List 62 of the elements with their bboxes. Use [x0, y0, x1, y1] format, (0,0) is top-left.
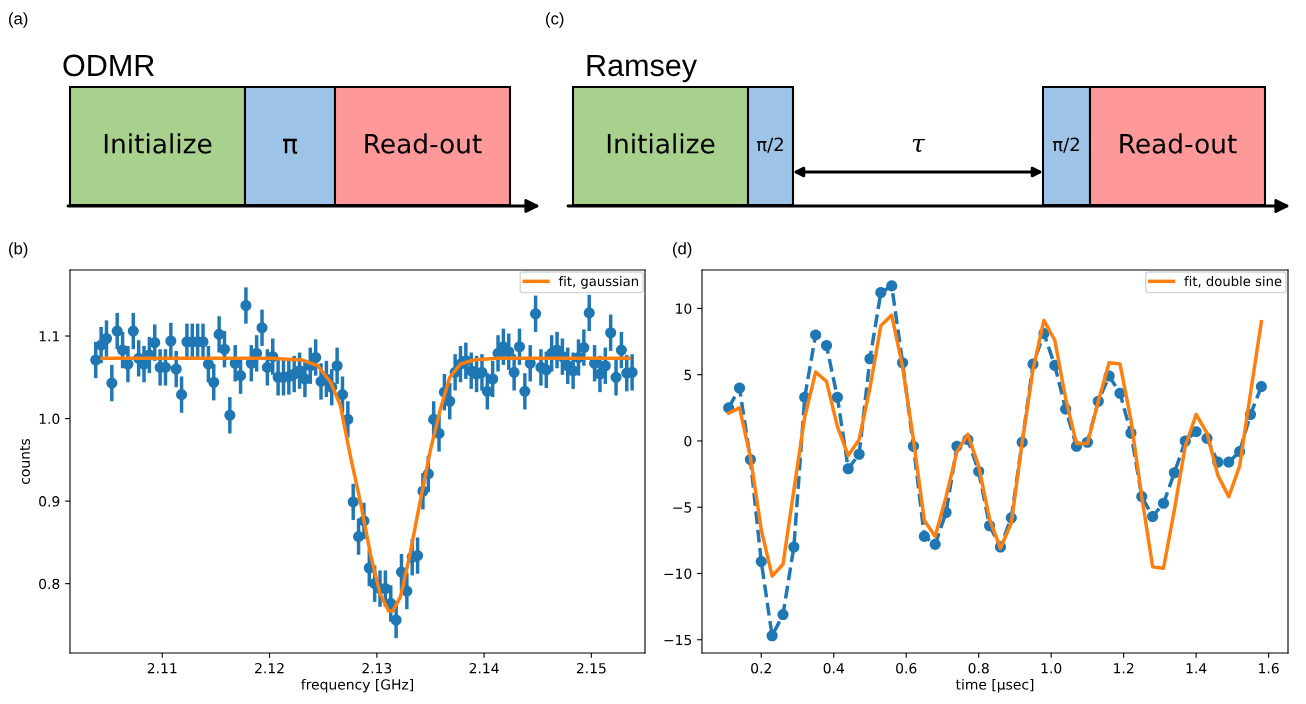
x-tick-label: 1.0	[1041, 662, 1062, 674]
x-tick-label: 0.8	[968, 662, 989, 674]
point	[820, 339, 833, 352]
y-tick-label: −10	[664, 568, 692, 579]
x-axis-title: time [µsec]	[955, 678, 1034, 693]
x-tick-label: 2.14	[469, 662, 499, 674]
point	[842, 463, 854, 475]
x-tick-label: 1.4	[1186, 663, 1207, 674]
x-tick-label: 2.12	[255, 662, 284, 674]
x-tick-label: 2.13	[362, 662, 392, 674]
y-tick-label: −15	[664, 634, 692, 646]
text: π	[283, 138, 298, 154]
point	[1168, 467, 1180, 479]
point	[853, 448, 865, 460]
point	[766, 630, 778, 642]
point	[918, 530, 930, 542]
legend-label: fit, gaussian	[558, 275, 638, 289]
point	[831, 391, 843, 403]
point	[755, 556, 767, 568]
x-tick-label: 0.2	[751, 662, 771, 674]
point	[1190, 426, 1202, 438]
text: π/2	[756, 137, 783, 153]
x-tick-label: 0.6	[896, 662, 917, 674]
legend-label: fit, double sine	[1184, 275, 1282, 288]
text: Ramsey	[587, 54, 697, 83]
text: (c)	[546, 12, 564, 28]
point	[1147, 510, 1159, 523]
y-tick-label: 1.0	[39, 413, 60, 425]
x-tick-label: 2.11	[147, 662, 177, 674]
y-tick-label: 0.9	[39, 496, 60, 507]
text: (b)	[9, 242, 28, 258]
x-tick-label: 1.6	[1259, 662, 1279, 674]
point	[886, 280, 898, 292]
point	[777, 609, 789, 621]
text: Initialize	[104, 133, 212, 154]
point	[929, 538, 941, 550]
point	[1157, 497, 1170, 509]
point	[788, 541, 800, 553]
x-tick-label: 2.15	[576, 662, 606, 674]
text: π/2	[1052, 137, 1079, 153]
y-tick-label: 5	[684, 369, 692, 381]
y-tick-label: 0	[684, 435, 692, 447]
point	[1255, 381, 1267, 393]
x-tick-label: 0.4	[823, 662, 844, 674]
text: Read-out	[365, 133, 482, 154]
point	[733, 382, 746, 394]
point	[1223, 456, 1235, 468]
y-tick-label: 0.8	[39, 578, 60, 590]
text: (a)	[9, 12, 28, 28]
text: Read-out	[1120, 133, 1237, 154]
y-tick-label: −5	[673, 502, 692, 513]
x-tick-label: 1.2	[1114, 662, 1134, 674]
point	[875, 286, 887, 299]
text: (d)	[673, 242, 692, 258]
y-axis-title: counts	[19, 438, 30, 484]
text: ODMR	[63, 54, 154, 77]
x-axis-title: frequency [GHz]	[301, 678, 414, 693]
y-tick-label: 1.1	[39, 331, 59, 342]
text: Initialize	[607, 133, 715, 154]
y-tick-label: 10	[676, 303, 692, 314]
point	[810, 329, 822, 341]
text: τ	[912, 138, 926, 153]
